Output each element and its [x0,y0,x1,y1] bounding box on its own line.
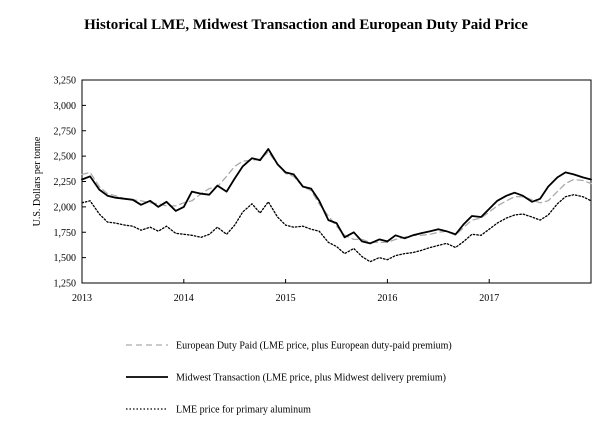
series-layer [81,148,592,263]
x-tick-label: 2017 [479,293,499,304]
series-line-dotted [81,194,592,263]
legend-label: European Duty Paid (LME price, plus Euro… [176,341,452,352]
y-tick-label: 2,000 [54,202,77,213]
chart-title: Historical LME, Midwest Transaction and … [84,17,528,33]
y-tick-label: 2,250 [54,177,77,188]
y-tick-label: 3,000 [54,101,77,112]
y-tick-label: 2,750 [54,126,77,137]
x-tick-label: 2016 [377,293,397,304]
x-tick-label: 2013 [72,293,92,304]
y-axis: 1,250 1,500 1,750 2,000 2,250 2,500 2,750 3,000… [54,76,86,290]
y-axis-title-group: U.S. Dollars per tonne [32,136,43,226]
series-line-dashed [81,151,592,244]
y-tick-label: 1,500 [54,253,77,264]
x-tick-label: 2014 [174,293,194,304]
plot-border [81,79,592,284]
y-tick-label: 1,750 [54,228,77,239]
y-axis-title: U.S. Dollars per tonne [32,136,43,226]
y-tick-label: 2,500 [54,152,77,163]
legend-label: Midwest Transaction (LME price, plus Mid… [176,373,446,384]
series-line-solid [81,148,592,245]
y-tick-label: 3,250 [54,76,77,87]
x-axis: 2013 2014 2015 2016 2017 [72,279,499,304]
legend: European Duty Paid (LME price, plus Euro… [126,341,452,416]
x-tick-label: 2015 [276,293,296,304]
legend-label: LME price for primary aluminum [176,405,311,416]
plot-frame [81,79,592,284]
y-tick-label: 1,250 [54,279,77,290]
